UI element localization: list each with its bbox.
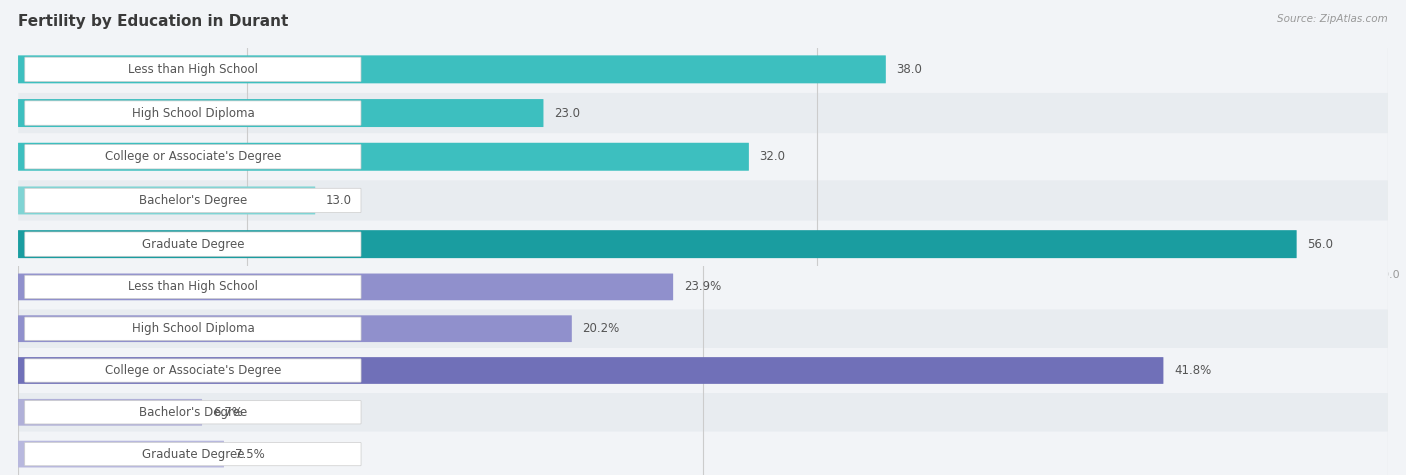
Text: 23.0: 23.0 <box>554 106 581 120</box>
Text: Less than High School: Less than High School <box>128 63 257 76</box>
Text: Less than High School: Less than High School <box>128 280 257 294</box>
FancyBboxPatch shape <box>25 400 361 424</box>
FancyBboxPatch shape <box>25 57 361 82</box>
FancyBboxPatch shape <box>18 399 202 426</box>
Text: High School Diploma: High School Diploma <box>132 106 254 120</box>
Text: Bachelor's Degree: Bachelor's Degree <box>139 194 247 207</box>
Text: College or Associate's Degree: College or Associate's Degree <box>104 150 281 163</box>
FancyBboxPatch shape <box>18 268 1388 306</box>
FancyBboxPatch shape <box>25 359 361 382</box>
FancyBboxPatch shape <box>18 49 1388 89</box>
Text: 7.5%: 7.5% <box>235 447 264 461</box>
FancyBboxPatch shape <box>18 393 1388 431</box>
FancyBboxPatch shape <box>18 224 1388 264</box>
FancyBboxPatch shape <box>18 99 544 127</box>
FancyBboxPatch shape <box>18 230 1296 258</box>
FancyBboxPatch shape <box>25 317 361 341</box>
Text: 41.8%: 41.8% <box>1174 364 1212 377</box>
FancyBboxPatch shape <box>18 315 572 342</box>
Text: 38.0: 38.0 <box>897 63 922 76</box>
FancyBboxPatch shape <box>18 274 673 300</box>
FancyBboxPatch shape <box>18 357 1163 384</box>
Text: 13.0: 13.0 <box>326 194 352 207</box>
Text: 6.7%: 6.7% <box>212 406 243 419</box>
Text: High School Diploma: High School Diploma <box>132 322 254 335</box>
FancyBboxPatch shape <box>25 442 361 466</box>
FancyBboxPatch shape <box>18 137 1388 177</box>
FancyBboxPatch shape <box>18 93 1388 133</box>
Text: College or Associate's Degree: College or Associate's Degree <box>104 364 281 377</box>
FancyBboxPatch shape <box>18 180 1388 220</box>
FancyBboxPatch shape <box>18 441 224 467</box>
FancyBboxPatch shape <box>18 187 315 214</box>
FancyBboxPatch shape <box>25 232 361 256</box>
FancyBboxPatch shape <box>18 143 749 171</box>
Text: Bachelor's Degree: Bachelor's Degree <box>139 406 247 419</box>
FancyBboxPatch shape <box>18 56 886 83</box>
FancyBboxPatch shape <box>18 352 1388 390</box>
FancyBboxPatch shape <box>25 101 361 125</box>
FancyBboxPatch shape <box>25 275 361 299</box>
FancyBboxPatch shape <box>25 188 361 213</box>
Text: Source: ZipAtlas.com: Source: ZipAtlas.com <box>1277 14 1388 24</box>
FancyBboxPatch shape <box>18 310 1388 348</box>
Text: Graduate Degree: Graduate Degree <box>142 238 245 251</box>
FancyBboxPatch shape <box>18 435 1388 473</box>
Text: 32.0: 32.0 <box>759 150 786 163</box>
FancyBboxPatch shape <box>25 144 361 169</box>
Text: 23.9%: 23.9% <box>683 280 721 294</box>
Text: Graduate Degree: Graduate Degree <box>142 447 245 461</box>
Text: 56.0: 56.0 <box>1308 238 1333 251</box>
Text: Fertility by Education in Durant: Fertility by Education in Durant <box>18 14 288 29</box>
Text: 20.2%: 20.2% <box>582 322 620 335</box>
